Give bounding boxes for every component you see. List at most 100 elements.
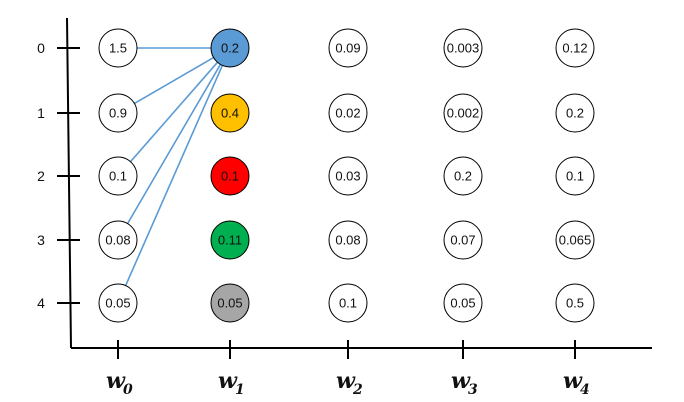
node-value: 0.05 bbox=[217, 296, 242, 311]
node-w0_row2: 0.1 bbox=[98, 156, 138, 196]
node-circle bbox=[555, 220, 595, 260]
node-value: 0.05 bbox=[450, 296, 475, 311]
node-value: 0.03 bbox=[335, 169, 360, 184]
node-w2_row0: 0.09 bbox=[328, 28, 368, 68]
node-circle bbox=[98, 220, 138, 260]
node-value: 0.11 bbox=[218, 233, 242, 248]
node-value: 0.5 bbox=[566, 296, 584, 311]
node-circle bbox=[443, 93, 483, 133]
column-label-w0: w0 bbox=[106, 368, 133, 398]
column-label-main: w bbox=[451, 368, 471, 394]
node-value: 0.003 bbox=[447, 41, 480, 56]
node-w2_row1: 0.02 bbox=[328, 93, 368, 133]
column-label-w4: w4 bbox=[563, 368, 590, 398]
node-circle bbox=[328, 283, 368, 323]
node-w2_row4: 0.1 bbox=[328, 283, 368, 323]
node-w0_row3: 0.08 bbox=[98, 220, 138, 260]
node-w3_row1: 0.002 bbox=[443, 93, 483, 133]
node-value: 0.08 bbox=[105, 233, 130, 248]
edge-w0_row4-to-w1_row0 bbox=[124, 65, 224, 286]
row-label-3: 3 bbox=[37, 232, 45, 248]
column-label-w1: w1 bbox=[218, 368, 245, 398]
edges bbox=[124, 47, 224, 286]
node-value: 0.9 bbox=[109, 106, 127, 121]
node-value: 0.2 bbox=[454, 169, 472, 184]
node-w4_row2: 0.1 bbox=[555, 156, 595, 196]
node-w3_row4: 0.05 bbox=[443, 283, 483, 323]
edge-w0_row1-to-w1_row0 bbox=[134, 56, 214, 105]
node-circle bbox=[210, 156, 250, 196]
node-circle bbox=[98, 28, 138, 68]
node-circle bbox=[328, 93, 368, 133]
node-circle bbox=[98, 283, 138, 323]
node-circle bbox=[555, 156, 595, 196]
node-w3_row2: 0.2 bbox=[443, 156, 483, 196]
node-value: 0.002 bbox=[447, 106, 480, 121]
node-value: 0.08 bbox=[335, 233, 360, 248]
node-value: 0.2 bbox=[566, 106, 584, 121]
node-circle bbox=[555, 93, 595, 133]
node-w3_row0: 0.003 bbox=[443, 28, 483, 68]
node-circle bbox=[328, 156, 368, 196]
y-axis bbox=[66, 17, 72, 349]
row-label-1: 1 bbox=[37, 105, 45, 121]
node-circle bbox=[210, 28, 250, 68]
edge-w0_row3-to-w1_row0 bbox=[126, 64, 222, 224]
row-label-2: 2 bbox=[37, 168, 45, 184]
column-label-main: w bbox=[336, 368, 356, 394]
node-value: 0.1 bbox=[221, 169, 239, 184]
node-circle bbox=[98, 93, 138, 133]
node-circle bbox=[443, 283, 483, 323]
node-circle bbox=[555, 283, 595, 323]
node-w2_row3: 0.08 bbox=[328, 220, 368, 260]
column-label-subscript: 0 bbox=[123, 382, 133, 398]
node-w3_row3: 0.07 bbox=[443, 220, 483, 260]
node-circle bbox=[210, 93, 250, 133]
node-circle bbox=[210, 283, 250, 323]
node-circle bbox=[555, 28, 595, 68]
node-value: 0.02 bbox=[335, 106, 360, 121]
node-value: 0.09 bbox=[335, 41, 360, 56]
node-w4_row1: 0.2 bbox=[555, 93, 595, 133]
column-label-subscript: 3 bbox=[468, 382, 478, 398]
node-circle bbox=[328, 220, 368, 260]
column-label-subscript: 1 bbox=[235, 382, 245, 398]
node-circle bbox=[98, 156, 138, 196]
node-w0_row0: 1.5 bbox=[98, 28, 138, 68]
column-label-main: w bbox=[106, 368, 126, 394]
column-label-main: w bbox=[218, 368, 238, 394]
column-label-main: w bbox=[563, 368, 583, 394]
node-w4_row3: 0.065 bbox=[555, 220, 595, 260]
node-value: 0.05 bbox=[105, 296, 130, 311]
node-value: 0.4 bbox=[221, 106, 239, 121]
node-value: 0.1 bbox=[566, 169, 584, 184]
column-label-subscript: 2 bbox=[352, 382, 363, 398]
node-w1_row1: 0.4 bbox=[210, 93, 250, 133]
node-value: 0.2 bbox=[221, 41, 239, 56]
node-circle bbox=[443, 28, 483, 68]
node-w1_row3: 0.11 bbox=[210, 220, 250, 260]
node-circle bbox=[210, 220, 250, 260]
column-label-subscript: 4 bbox=[580, 382, 590, 398]
node-w1_row4: 0.05 bbox=[210, 283, 250, 323]
node-value: 0.1 bbox=[109, 169, 127, 184]
node-value: 0.07 bbox=[450, 233, 475, 248]
node-w4_row4: 0.5 bbox=[555, 283, 595, 323]
node-value: 0.065 bbox=[559, 233, 592, 248]
node-w2_row2: 0.03 bbox=[328, 156, 368, 196]
node-value: 1.5 bbox=[109, 41, 127, 56]
row-label-0: 0 bbox=[37, 40, 45, 56]
node-w1_row0: 0.2 bbox=[210, 28, 250, 68]
row-label-4: 4 bbox=[37, 295, 45, 311]
axis-ticks bbox=[57, 47, 576, 359]
nodes: 1.5 0.2 0.09 0.003 0.12 0.9 0.4 0.02 0.002 0.2 0.1… bbox=[98, 28, 595, 323]
node-w4_row0: 0.12 bbox=[555, 28, 595, 68]
node-w0_row1: 0.9 bbox=[98, 93, 138, 133]
column-label-w2: w2 bbox=[336, 368, 363, 398]
node-circle bbox=[443, 156, 483, 196]
node-w0_row4: 0.05 bbox=[98, 283, 138, 323]
node-circle bbox=[328, 28, 368, 68]
node-w1_row2: 0.1 bbox=[210, 156, 250, 196]
